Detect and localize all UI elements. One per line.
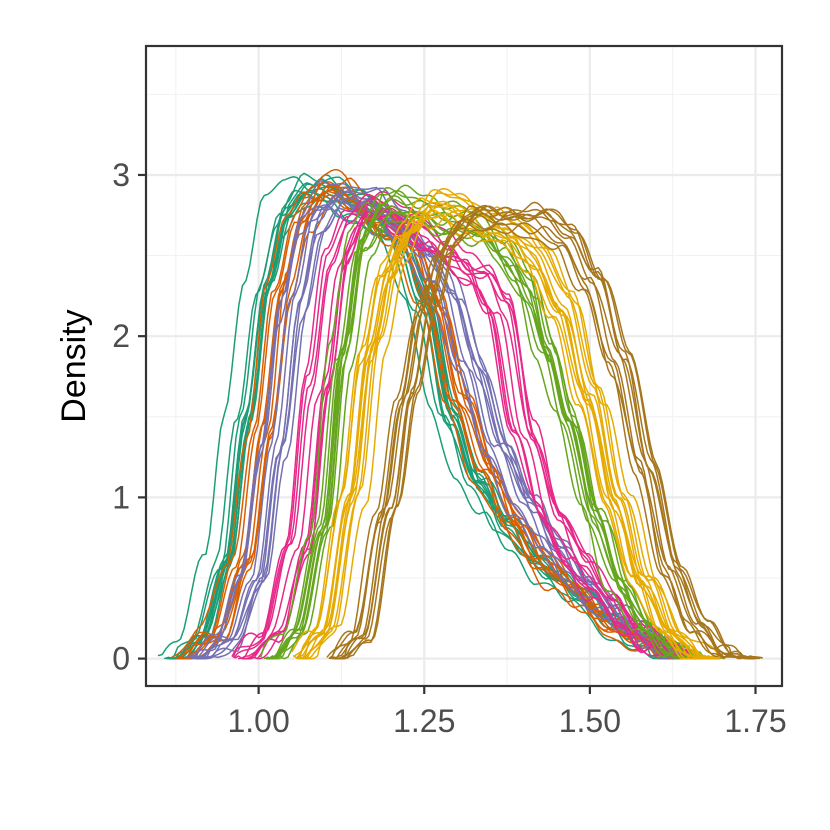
density-line — [265, 194, 718, 660]
x-tick-label: 1.00 — [227, 703, 289, 739]
x-axis: 1.00 1.25 1.50 1.75 — [227, 686, 787, 739]
y-axis: 0 1 2 3 — [112, 157, 146, 677]
density-line — [266, 203, 719, 660]
density-line — [293, 197, 713, 660]
x-tick-label: 1.50 — [559, 703, 621, 739]
density-line — [333, 208, 760, 660]
density-line — [328, 222, 755, 660]
panel-background — [146, 46, 782, 686]
y-tick-label: 0 — [112, 641, 130, 677]
density-line — [331, 206, 758, 660]
y-tick-label: 1 — [112, 479, 130, 515]
density-line — [336, 204, 763, 660]
density-line — [334, 201, 760, 660]
y-tick-label: 2 — [112, 318, 130, 354]
density-line — [233, 203, 699, 660]
density-curves — [157, 168, 763, 660]
density-line — [296, 211, 716, 660]
density-line — [193, 186, 706, 660]
y-axis-title: Density — [55, 309, 93, 422]
density-line — [263, 205, 716, 660]
density-line — [241, 205, 707, 660]
density-line — [300, 192, 720, 660]
density-line — [172, 191, 684, 660]
density-line — [186, 198, 698, 660]
y-tick-label: 3 — [112, 157, 130, 193]
density-line — [291, 209, 711, 660]
x-tick-label: 1.75 — [724, 703, 786, 739]
x-tick-label: 1.25 — [393, 703, 455, 739]
density-line — [234, 213, 700, 660]
density-line — [271, 210, 724, 660]
panel-border — [144, 44, 784, 688]
density-line — [269, 187, 722, 660]
density-line — [326, 220, 752, 660]
